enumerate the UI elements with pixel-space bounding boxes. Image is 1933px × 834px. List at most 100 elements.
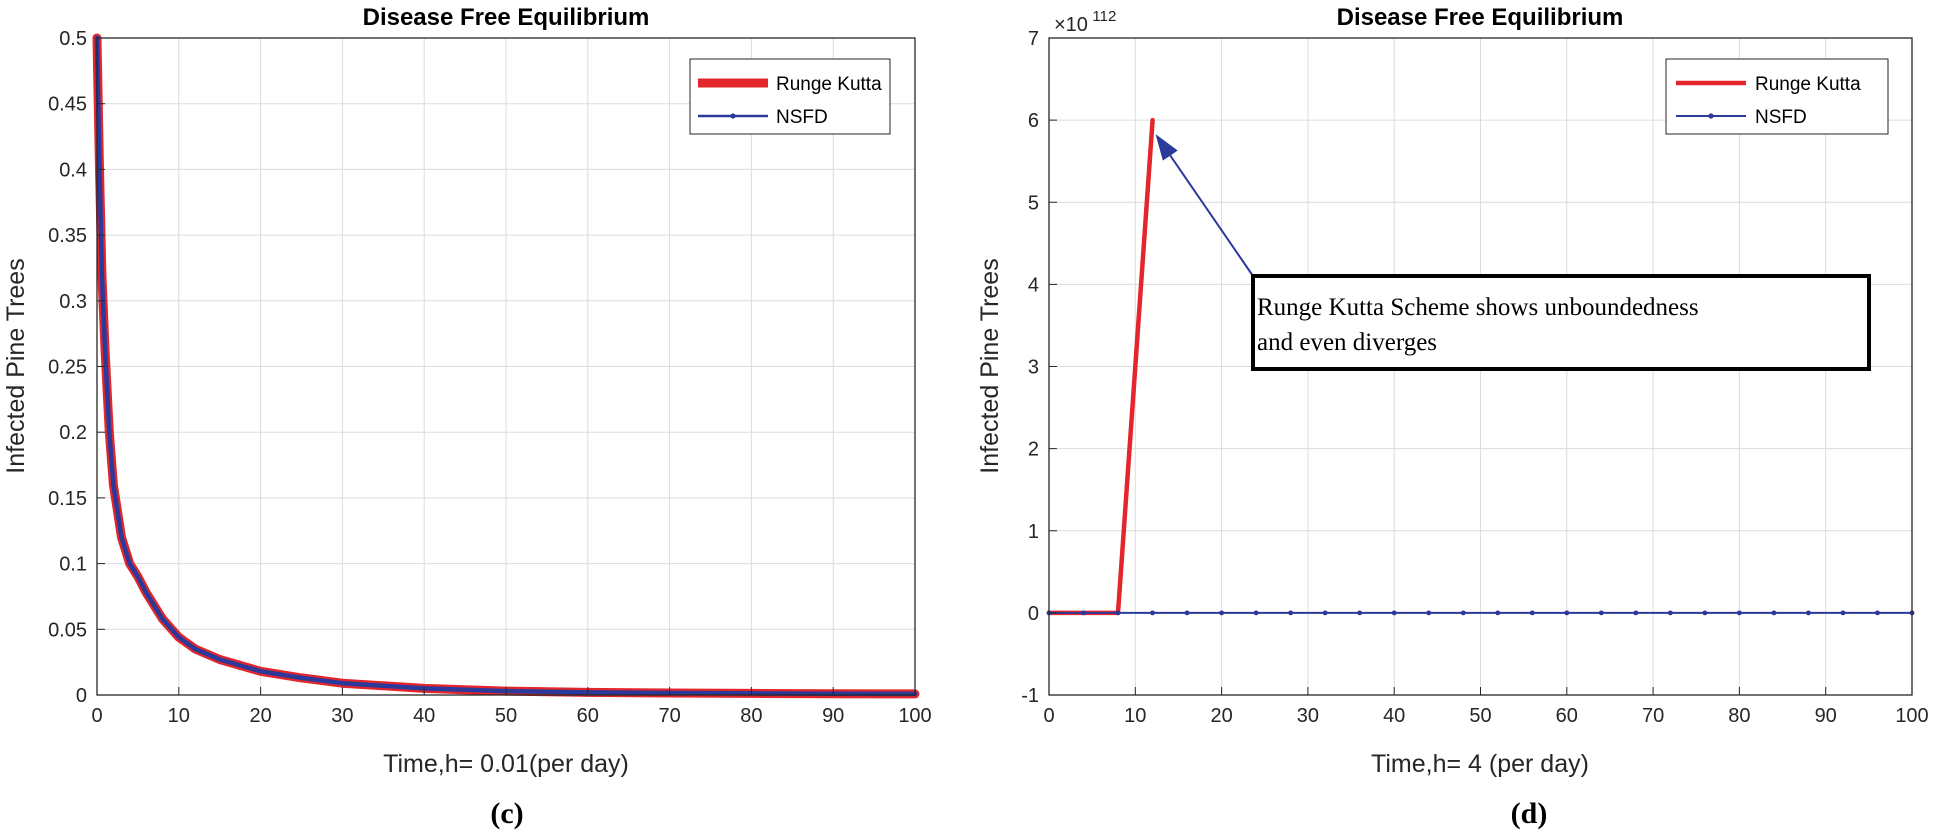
legend-label-nsfd-c: NSFD	[776, 107, 828, 128]
data-point-nsfd	[102, 351, 108, 356]
x-axis-label-c: Time,h= 0.01(per day)	[383, 750, 629, 778]
annotation-text-line2: and even diverges	[1257, 329, 1437, 356]
y-tick-label: 0.2	[59, 422, 87, 444]
data-point-nsfd	[1391, 610, 1397, 616]
data-point-nsfd	[1288, 610, 1294, 616]
x-tick-label: 20	[1210, 705, 1232, 727]
x-tick-label: 30	[1297, 705, 1319, 727]
data-point-nsfd	[1460, 610, 1466, 616]
x-tick-label: 100	[1895, 705, 1928, 727]
data-point-nsfd	[1737, 610, 1742, 616]
data-point-nsfd	[1150, 610, 1155, 616]
legend-c: Runge Kutta NSFD	[689, 58, 891, 135]
chart-panel-c: 0 10 20 30 40 50 60 70 80 90 100 0 0.05 0.1 0.15 0.2 0.…	[2, 4, 932, 830]
data-point-nsfd	[107, 430, 112, 435]
x-tick-label: 80	[1728, 705, 1750, 727]
data-point-nsfd	[1840, 610, 1846, 616]
chart-title-d: Disease Free Equilibrium	[1337, 4, 1624, 31]
x-tick-label: 70	[1642, 705, 1664, 727]
y-tick-label: 0	[76, 685, 87, 707]
data-point-nsfd	[99, 272, 105, 277]
legend-d: Runge Kutta NSFD	[1665, 58, 1889, 135]
legend-box-d	[1665, 58, 1889, 135]
data-point-nsfd	[217, 657, 222, 662]
data-point-nsfd	[1564, 610, 1570, 616]
annotation-box	[1251, 274, 1871, 371]
y-tick-label: 0.3	[59, 291, 87, 313]
x-tick-label: 0	[91, 705, 102, 727]
data-point-nsfd	[1219, 610, 1224, 616]
x-ticks-d: 0 10 20 30 40 50 60 70 80 90 100	[1043, 687, 1929, 727]
legend-marker-nsfd-d	[1708, 113, 1714, 119]
data-point-nsfd	[1702, 610, 1708, 616]
legend-label-nsfd-d: NSFD	[1755, 107, 1807, 128]
x-tick-label: 90	[822, 705, 844, 727]
data-point-nsfd	[1322, 610, 1328, 616]
data-point-nsfd	[340, 680, 345, 686]
data-point-nsfd	[1115, 610, 1121, 616]
x-tick-label: 20	[249, 705, 271, 727]
data-point-nsfd	[1529, 610, 1535, 616]
x-tick-label: 10	[1124, 705, 1146, 727]
legend-marker-nsfd-c	[730, 113, 736, 119]
y-tick-label: 0.05	[48, 619, 87, 641]
y-tick-label: 7	[1028, 28, 1039, 50]
x-tick-label: 70	[658, 705, 680, 727]
x-ticks-c: 0 10 20 30 40 50 60 70 80 90 100	[91, 687, 932, 727]
data-point-nsfd	[1667, 610, 1673, 616]
legend-label-runge-kutta-d: Runge Kutta	[1755, 74, 1861, 95]
y-ticks-d: -1 0 1 2 3 4 5 6 7	[1021, 28, 1057, 707]
data-point-nsfd	[119, 535, 124, 540]
annotation-arrowhead	[1155, 134, 1178, 161]
y-tick-label: 0	[1028, 603, 1039, 625]
y-tick-label: 0.15	[48, 488, 87, 510]
y-tick-label: 0.45	[48, 94, 87, 116]
panel-label-c: (c)	[490, 797, 523, 830]
data-point-nsfd	[1357, 610, 1363, 616]
x-tick-label: 30	[331, 705, 353, 727]
y-tick-label: -1	[1021, 685, 1039, 707]
data-point-nsfd	[1598, 610, 1604, 616]
x-tick-label: 60	[577, 705, 599, 727]
data-point-nsfd	[1426, 610, 1432, 616]
x-tick-label: 40	[413, 705, 435, 727]
series-group-c	[92, 33, 920, 699]
data-point-nsfd	[143, 590, 149, 595]
data-point-nsfd	[1081, 610, 1086, 616]
data-point-nsfd	[135, 574, 141, 579]
legend-box-c	[689, 58, 891, 135]
data-point-nsfd	[127, 561, 132, 566]
data-point-nsfd	[258, 669, 263, 674]
x-tick-label: 50	[1469, 705, 1491, 727]
x-tick-label: 60	[1556, 705, 1578, 727]
x-tick-label: 0	[1043, 705, 1054, 727]
y-tick-label: 0.1	[59, 554, 87, 576]
x-axis-label-d: Time,h= 4 (per day)	[1371, 750, 1589, 778]
x-tick-label: 10	[168, 705, 190, 727]
annotation-d: Runge Kutta Scheme shows unboundedness a…	[1155, 134, 1871, 371]
x-tick-label: 50	[495, 705, 517, 727]
x-tick-label: 40	[1383, 705, 1405, 727]
y-tick-label: 3	[1028, 357, 1039, 379]
y-exponent-base-d: ×10	[1054, 14, 1088, 36]
data-point-nsfd	[192, 646, 198, 652]
data-point-nsfd	[1806, 610, 1811, 616]
y-tick-label: 0.5	[59, 28, 87, 50]
y-axis-label-c: Infected Pine Trees	[2, 258, 30, 473]
x-tick-label: 80	[740, 705, 762, 727]
y-tick-label: 5	[1028, 192, 1039, 214]
y-exponent-power-d: 112	[1092, 8, 1116, 25]
data-point-nsfd	[1495, 610, 1501, 616]
chart-title-c: Disease Free Equilibrium	[363, 4, 650, 31]
data-point-nsfd	[299, 675, 304, 681]
y-tick-label: 0.25	[48, 357, 87, 379]
y-axis-label-d: Infected Pine Trees	[976, 258, 1004, 473]
x-tick-label: 90	[1815, 705, 1837, 727]
y-ticks-c: 0 0.05 0.1 0.15 0.2 0.25 0.3 0.35 0.4 0.45 0.5	[48, 28, 105, 707]
y-tick-label: 4	[1028, 274, 1039, 296]
annotation-text-line1: Runge Kutta Scheme shows unboundedness	[1257, 294, 1699, 321]
legend-label-runge-kutta-c: Runge Kutta	[776, 74, 882, 95]
y-tick-label: 6	[1028, 110, 1039, 132]
